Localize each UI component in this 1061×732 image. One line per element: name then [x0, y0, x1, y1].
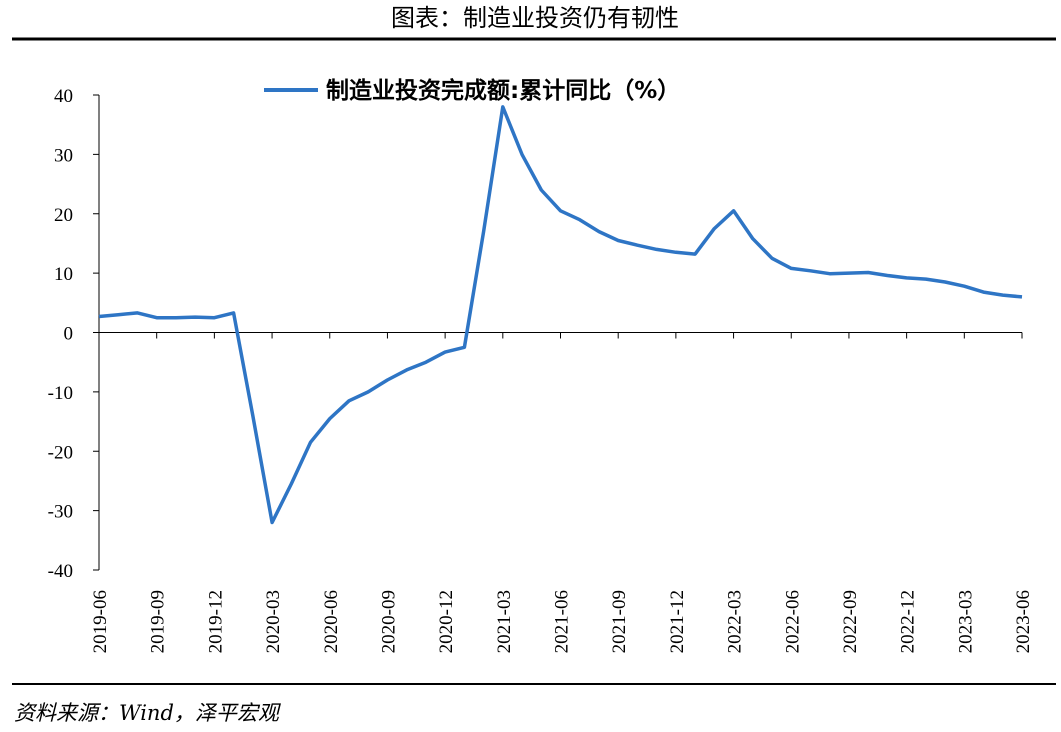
x-tick-label: 2020-09 [378, 590, 399, 653]
x-tick-label: 2022-06 [782, 590, 803, 653]
chart-title: 图表：制造业投资仍有韧性 [391, 4, 679, 32]
x-tick-label: 2019-06 [90, 590, 111, 653]
x-tick-label: 2021-06 [552, 590, 573, 653]
y-tick-label: 10 [54, 264, 73, 285]
x-tick-label: 2020-06 [321, 590, 342, 653]
x-tick-label: 2020-03 [263, 590, 284, 653]
y-tick-label: 0 [64, 324, 74, 345]
x-tick-label: 2023-03 [955, 590, 976, 653]
x-tick-label: 2019-09 [148, 590, 169, 653]
x-tick-label: 2021-03 [494, 590, 515, 653]
x-tick-label: 2023-06 [1013, 590, 1034, 653]
x-tick-label: 2022-12 [898, 590, 919, 653]
y-tick-label: -40 [48, 561, 73, 582]
y-tick-label: -10 [48, 383, 73, 404]
y-tick-label: 40 [54, 86, 73, 107]
legend-label: 制造业投资完成额:累计同比（%） [326, 77, 680, 104]
data-line [98, 105, 1023, 525]
x-tick-label: 2022-09 [840, 590, 861, 653]
y-tick-label: -20 [48, 442, 73, 463]
x-tick-label: 2020-12 [436, 590, 457, 653]
y-tick-label: 20 [54, 205, 73, 226]
x-tick-label: 2021-12 [667, 590, 688, 653]
y-tick-label: 30 [54, 145, 73, 166]
source-note: 资料来源：Wind，泽平宏观 [14, 701, 282, 725]
x-tick-label: 2019-12 [205, 590, 226, 653]
x-tick-label: 2022-03 [725, 590, 746, 653]
y-tick-label: -30 [48, 502, 73, 523]
x-tick-label: 2021-09 [609, 590, 630, 653]
